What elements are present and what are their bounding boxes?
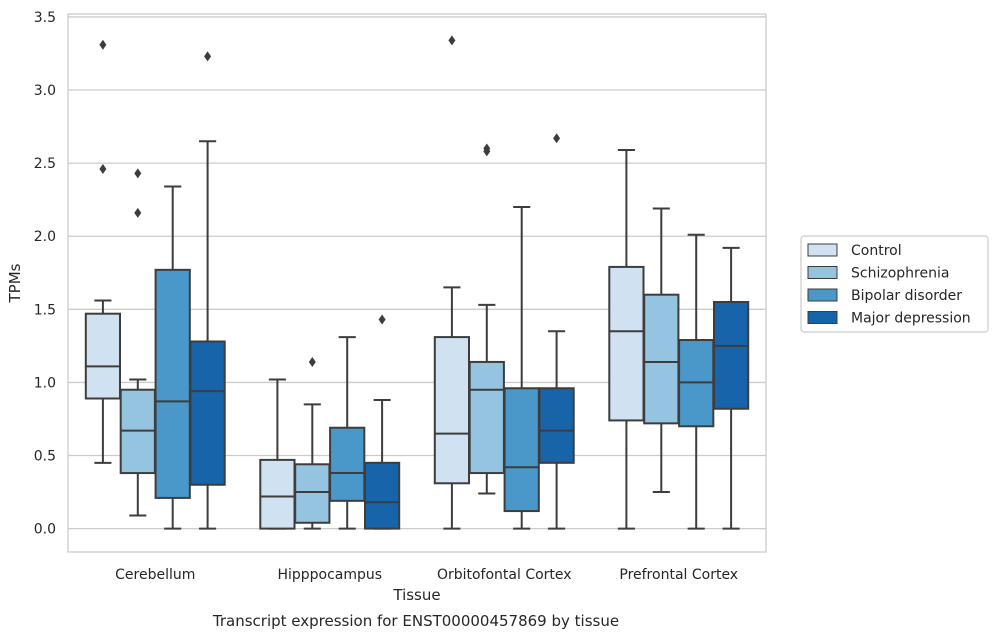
chart-caption: Transcript expression for ENST0000045786… <box>212 612 619 630</box>
box-iqr <box>84 312 122 400</box>
box-iqr <box>154 268 191 499</box>
box-iqr <box>363 461 401 530</box>
box-3-0 <box>608 148 645 530</box>
x-tick-label: Orbitofontal Cortex <box>437 567 572 583</box>
box-1-0 <box>259 378 296 530</box>
plot-frame <box>67 13 767 553</box>
y-tick-label: 2.5 <box>34 156 56 172</box>
legend-swatch <box>807 311 838 324</box>
y-tick-label: 2.0 <box>34 229 56 245</box>
legend-label: Major depression <box>851 311 971 327</box>
box-0-1 <box>119 168 156 517</box>
outlier-point <box>308 356 316 367</box>
box-2-1 <box>468 143 505 495</box>
box-iqr <box>538 387 575 464</box>
y-tick-label: 0.5 <box>34 449 56 465</box>
y-tick-label: 3.5 <box>34 10 56 26</box>
box-0-0 <box>84 39 122 464</box>
x-tick-label: Hipppocampus <box>277 567 382 583</box>
box-0-3 <box>189 51 226 530</box>
x-tick-label: Prefrontal Cortex <box>619 567 738 583</box>
box-iqr <box>643 293 680 425</box>
outlier-point <box>99 163 107 174</box>
outlier-point <box>378 314 386 325</box>
y-tick-label: 1.0 <box>34 375 56 391</box>
legend-swatch <box>807 243 838 257</box>
legend-swatch <box>807 266 838 279</box>
outlier-point <box>99 39 107 50</box>
box-0-2 <box>154 185 191 530</box>
box-iqr <box>189 340 226 486</box>
box-2-0 <box>433 35 471 530</box>
box-iqr <box>608 265 645 422</box>
x-axis-label: Tissue <box>392 586 440 604</box>
outlier-point <box>134 168 142 179</box>
legend-label: Bipolar disorder <box>851 288 962 304</box>
legend-label: Control <box>851 243 902 259</box>
box-iqr <box>712 301 750 410</box>
box-iqr <box>433 336 471 485</box>
x-tick-label: Cerebellum <box>115 567 195 583</box>
outlier-point <box>204 51 212 62</box>
box-1-1 <box>294 356 331 530</box>
box-1-3 <box>363 314 401 530</box>
box-3-1 <box>643 207 680 494</box>
outlier-point <box>483 143 491 154</box>
outlier-point <box>448 35 456 46</box>
box-iqr <box>294 463 331 524</box>
legend-label: Schizophrenia <box>851 266 949 282</box>
outlier-point <box>134 207 142 218</box>
y-tick-label: 3.0 <box>34 83 56 99</box>
box-2-3 <box>538 133 575 530</box>
y-tick-label: 0.0 <box>34 522 56 538</box>
y-tick-label: 1.5 <box>34 302 56 318</box>
box-2-2 <box>503 205 540 530</box>
outlier-point <box>553 133 561 144</box>
box-3-3 <box>712 246 750 530</box>
y-tick-labels: 0.0 0.5 1.0 1.5 2.0 2.5 3.0 3.5 <box>34 10 56 538</box>
box-iqr <box>259 458 296 530</box>
box-1-2 <box>329 336 366 530</box>
box-groups <box>84 35 750 530</box>
box-iqr <box>468 360 505 475</box>
box-iqr <box>503 387 540 513</box>
box-iqr <box>329 426 366 502</box>
legend-swatch <box>807 288 838 302</box>
x-tick-labels: Cerebellum Hipppocampus Orbitofontal Corte… <box>115 567 738 583</box>
box-3-2 <box>678 233 715 530</box>
legend-frame <box>800 235 989 333</box>
legend: Control Schizophrenia Bipolar disorder Majo… <box>800 235 989 333</box>
y-axis-label: TPMs <box>6 263 24 303</box>
